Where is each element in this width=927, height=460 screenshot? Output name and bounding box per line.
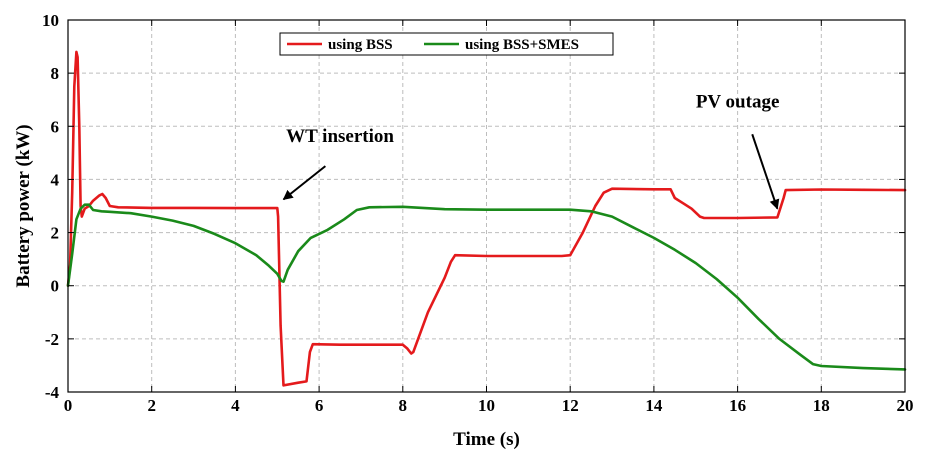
annotations: WT insertion PV outage (282, 92, 780, 210)
x-tick-label: 2 (147, 396, 156, 415)
series-line-bss (66, 50, 907, 387)
y-tick-label: -4 (45, 383, 60, 402)
annotation-arrow-wt-insertion (282, 165, 326, 201)
annotation-arrow-pv-outage (751, 133, 780, 210)
x-tick-label: 12 (562, 396, 579, 415)
y-tick-label: 10 (42, 11, 59, 30)
y-tick-label: 4 (51, 170, 60, 189)
axis-ticks: 0 2 4 6 8 10 12 14 16 18 20 -4 -2 0 2 4 6 8 10 (42, 11, 914, 415)
x-tick-label: 4 (231, 396, 240, 415)
x-tick-label: 0 (64, 396, 73, 415)
x-tick-label: 20 (897, 396, 914, 415)
y-tick-label: 2 (51, 224, 60, 243)
annotation-wt-insertion: WT insertion (286, 126, 394, 147)
x-tick-label: 6 (315, 396, 324, 415)
x-tick-label: 16 (729, 396, 746, 415)
x-tick-label: 14 (645, 396, 663, 415)
y-tick-label: 8 (51, 64, 60, 83)
series-group (66, 50, 907, 387)
x-tick-label: 10 (478, 396, 495, 415)
legend-label-bss: using BSS (328, 37, 393, 53)
x-tick-label: 8 (399, 396, 408, 415)
y-axis-title: Battery power (kW) (13, 124, 34, 287)
x-tick-label: 18 (813, 396, 830, 415)
annotation-pv-outage: PV outage (696, 92, 780, 113)
series-line-bss-smes (66, 203, 907, 371)
legend: using BSS using BSS+SMES (279, 32, 614, 56)
y-tick-label: 0 (51, 277, 60, 296)
y-tick-label: -2 (45, 330, 59, 349)
y-tick-label: 6 (51, 117, 60, 136)
x-axis-title: Time (s) (453, 429, 520, 450)
legend-label-bss-smes: using BSS+SMES (465, 37, 579, 53)
